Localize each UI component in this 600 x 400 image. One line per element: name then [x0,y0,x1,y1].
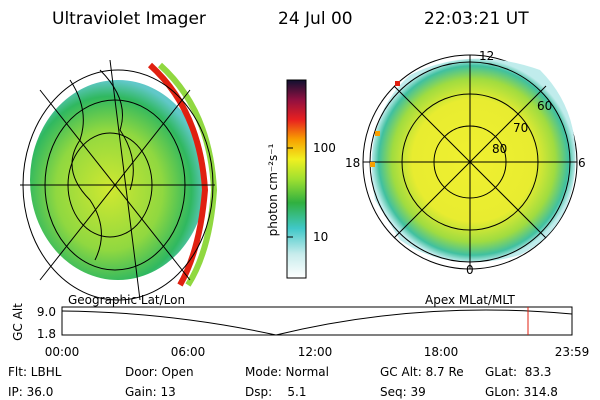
footer-field: GLon: 314.8 [485,385,558,399]
mlt-label: 12 [479,49,494,63]
footer-field: Door: Open [125,365,194,379]
time: 22:03:21 UT [424,9,529,29]
colorbar: 100 10 photon cm⁻²s⁻¹ [266,79,336,279]
x-tick-label: 18:00 [424,345,459,359]
footer-field: Seq: 39 [380,385,426,399]
x-tick-label: 12:00 [298,345,333,359]
y-tick-label: 1.8 [37,327,56,341]
x-tick-label: 23:59 [555,345,590,359]
date: 24 Jul 00 [278,9,353,29]
colorbar-tick: 100 [313,141,336,155]
panel-label: Apex MLat/MLT [425,293,515,307]
mlat-label: 60 [537,99,552,113]
y-label: GC Alt [11,303,25,341]
title: Ultraviolet Imager [52,9,206,29]
mlt-label: 0 [466,263,474,277]
mlt-label: 18 [345,156,360,170]
mlat-label: 70 [513,121,528,135]
footer-field: GLat: 83.3 [485,365,551,379]
footer-field: GC Alt: 8.7 Re [380,365,464,379]
y-tick-label: 9.0 [37,305,56,319]
mlt-label: 6 [578,156,586,170]
x-tick-label: 06:00 [171,345,206,359]
footer: Flt: LBHL Door: Open Mode: Normal GC Alt: 8… [8,365,558,399]
colorbar-label: photon cm⁻²s⁻¹ [266,143,280,236]
x-tick-label: 00:00 [45,345,80,359]
footer-field: Mode: Normal [245,365,329,379]
geographic-image [20,59,218,301]
footer-field: Gain: 13 [125,385,176,399]
polar-image [362,54,578,270]
footer-field: Dsp: 5.1 [245,385,307,399]
orbit-plot: GC Alt 9.0 1.8 00:00 06:00 12:00 18:00 2… [11,303,589,359]
panel-label: Geographic Lat/Lon [68,293,185,307]
colorbar-tick: 10 [313,230,328,244]
footer-field: Flt: LBHL [8,365,62,379]
footer-field: IP: 36.0 [8,385,53,399]
mlat-label: 80 [492,142,507,156]
